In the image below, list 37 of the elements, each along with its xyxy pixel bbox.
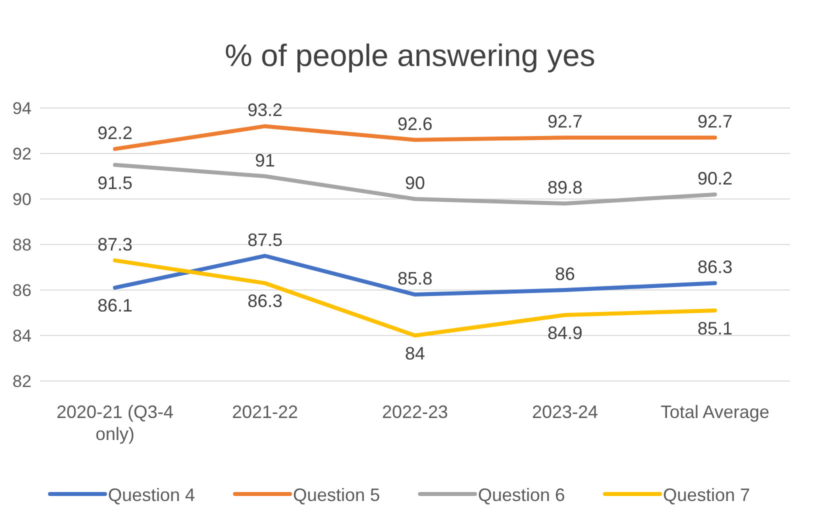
- data-label: 90.2: [697, 168, 733, 188]
- data-label: 84.9: [547, 323, 583, 344]
- data-label: 86: [554, 264, 576, 284]
- data-label: 85.8: [397, 268, 433, 289]
- legend-label: Question 4: [108, 485, 196, 505]
- y-tick-label: 90: [12, 190, 32, 209]
- data-label: 92.6: [397, 114, 433, 134]
- data-label: 91: [254, 150, 276, 170]
- data-label: 90: [404, 173, 426, 193]
- y-tick-label: 82: [12, 372, 32, 391]
- data-label: 91.5: [97, 172, 133, 193]
- legend-label: Question 7: [663, 485, 750, 505]
- data-label: 85.1: [697, 318, 733, 338]
- y-tick-label: 88: [12, 236, 32, 254]
- y-tick-label: 94: [12, 99, 32, 118]
- data-label: 92.2: [97, 122, 133, 143]
- data-label: 93.2: [247, 100, 283, 120]
- data-label: 86.1: [97, 296, 133, 316]
- y-tick-label: 84: [12, 326, 32, 346]
- data-label: 84: [404, 344, 426, 364]
- x-tick-label: 2021-22: [232, 402, 298, 422]
- legend-label: Question 6: [478, 485, 566, 505]
- data-label: 92.7: [547, 112, 583, 132]
- data-label: 86.3: [697, 257, 733, 278]
- data-label: 86.3: [247, 291, 283, 312]
- x-tick-label: 2023-24: [532, 402, 598, 422]
- x-tick-label: 2022-23: [382, 402, 448, 422]
- y-tick-label: 92: [12, 144, 32, 164]
- legend-label: Question 5: [293, 485, 380, 505]
- data-label: 87.5: [247, 230, 283, 250]
- chart-title: % of people answering yes: [224, 38, 596, 73]
- data-label: 92.7: [697, 112, 733, 132]
- y-tick-label: 86: [12, 281, 32, 300]
- x-tick-label: Total Average: [660, 402, 770, 422]
- data-label: 87.3: [97, 234, 133, 254]
- x-tick-label: 2020-21 (Q3-4 only): [56, 402, 174, 444]
- data-label: 89.8: [547, 178, 583, 198]
